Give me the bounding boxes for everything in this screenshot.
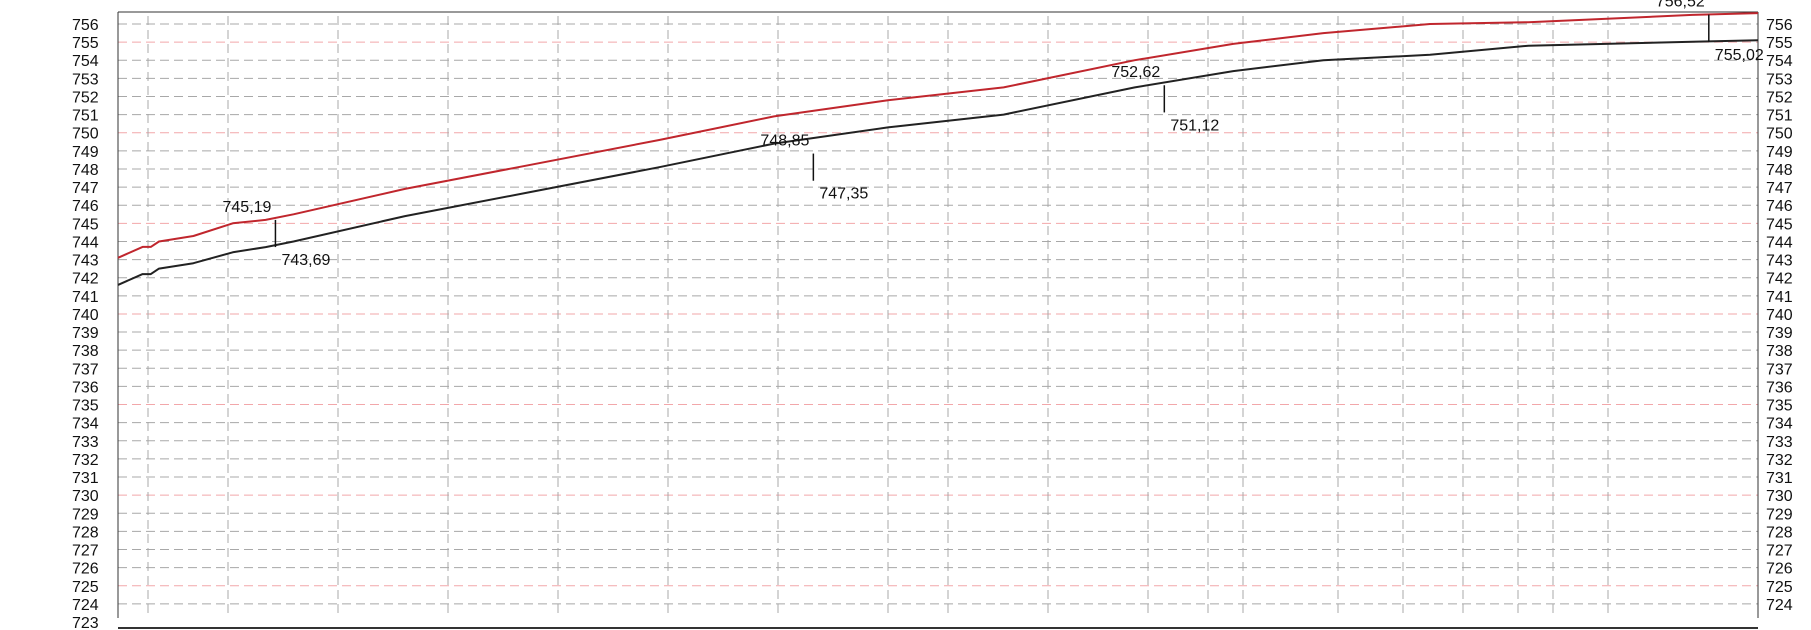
y-tick-right-740: 740 xyxy=(1766,307,1793,324)
annotation-top-label-0: 745,19 xyxy=(223,199,272,216)
annotation-bottom-label-2: 751,12 xyxy=(1170,117,1219,134)
y-tick-left-744: 744 xyxy=(72,234,99,251)
y-tick-right-737: 737 xyxy=(1766,361,1793,378)
y-tick-left-732: 732 xyxy=(72,452,99,469)
y-tick-left-733: 733 xyxy=(72,434,99,451)
y-tick-right-754: 754 xyxy=(1766,53,1793,70)
y-tick-left-735: 735 xyxy=(72,398,99,415)
y-tick-right-724: 724 xyxy=(1766,597,1793,614)
y-tick-left-736: 736 xyxy=(72,379,99,396)
y-tick-left-747: 747 xyxy=(72,180,99,197)
annotation-layer: 745,19 743,69 748,85 747,35 752,62 751,12 756,… xyxy=(223,0,1764,269)
horizontal-gridlines xyxy=(118,23,1758,605)
y-tick-right-752: 752 xyxy=(1766,89,1793,106)
y-tick-left-752: 752 xyxy=(72,89,99,106)
y-tick-right-753: 753 xyxy=(1766,71,1793,88)
y-tick-right-732: 732 xyxy=(1766,452,1793,469)
y-tick-left-754: 754 xyxy=(72,53,99,70)
y-tick-left-738: 738 xyxy=(72,343,99,360)
y-tick-right-736: 736 xyxy=(1766,379,1793,396)
y-tick-right-756: 756 xyxy=(1766,17,1793,34)
y-tick-left-753: 753 xyxy=(72,71,99,88)
y-tick-left-755: 755 xyxy=(72,35,99,52)
y-tick-right-749: 749 xyxy=(1766,144,1793,161)
y-tick-left-756: 756 xyxy=(72,17,99,34)
y-tick-left-734: 734 xyxy=(72,416,99,433)
y-tick-right-743: 743 xyxy=(1766,253,1793,270)
lower-series-line xyxy=(117,39,1759,286)
y-tick-right-734: 734 xyxy=(1766,416,1793,433)
series-layer xyxy=(117,12,1759,286)
y-tick-right-727: 727 xyxy=(1766,543,1793,560)
y-tick-left-743: 743 xyxy=(72,253,99,270)
y-tick-right-725: 725 xyxy=(1766,579,1793,596)
axis-lines xyxy=(117,11,1759,629)
y-tick-left-725: 725 xyxy=(72,579,99,596)
y-tick-right-742: 742 xyxy=(1766,271,1793,288)
annotation-bottom-label-0: 743,69 xyxy=(281,252,330,269)
y-tick-right-751: 751 xyxy=(1766,108,1793,125)
y-tick-right-733: 733 xyxy=(1766,434,1793,451)
y-tick-left-729: 729 xyxy=(72,506,99,523)
y-tick-left-727: 727 xyxy=(72,543,99,560)
annotation-bottom-label-3: 755,02 xyxy=(1715,47,1764,64)
vertical-gridlines xyxy=(147,16,1609,618)
annotation-bottom-label-1: 747,35 xyxy=(819,186,868,203)
y-tick-right-746: 746 xyxy=(1766,198,1793,215)
y-tick-left-731: 731 xyxy=(72,470,99,487)
annotation-top-label-1: 748,85 xyxy=(760,133,809,150)
y-tick-left-751: 751 xyxy=(72,108,99,125)
y-tick-left-730: 730 xyxy=(72,488,99,505)
y-tick-left-726: 726 xyxy=(72,561,99,578)
y-tick-right-750: 750 xyxy=(1766,126,1793,143)
y-tick-right-739: 739 xyxy=(1766,325,1793,342)
y-tick-left-748: 748 xyxy=(72,162,99,179)
y-tick-left-739: 739 xyxy=(72,325,99,342)
y-tick-right-729: 729 xyxy=(1766,506,1793,523)
y-tick-left-737: 737 xyxy=(72,361,99,378)
y-tick-right-755: 755 xyxy=(1766,35,1793,52)
y-tick-right-726: 726 xyxy=(1766,561,1793,578)
upper-series-line xyxy=(117,12,1759,259)
y-tick-left-728: 728 xyxy=(72,524,99,541)
y-tick-left-742: 742 xyxy=(72,271,99,288)
y-tick-right-741: 741 xyxy=(1766,289,1793,306)
y-tick-left-740: 740 xyxy=(72,307,99,324)
y-tick-left-745: 745 xyxy=(72,216,99,233)
y-tick-right-730: 730 xyxy=(1766,488,1793,505)
y-tick-left-750: 750 xyxy=(72,126,99,143)
y-tick-left-724: 724 xyxy=(72,597,99,614)
annotation-top-label-3: 756,52 xyxy=(1656,0,1705,11)
y-tick-right-728: 728 xyxy=(1766,524,1793,541)
y-tick-right-745: 745 xyxy=(1766,216,1793,233)
annotation-top-label-2: 752,62 xyxy=(1111,64,1160,81)
y-tick-right-747: 747 xyxy=(1766,180,1793,197)
y-tick-left-723: 723 xyxy=(72,615,99,630)
y-tick-right-735: 735 xyxy=(1766,398,1793,415)
y-tick-right-738: 738 xyxy=(1766,343,1793,360)
y-tick-right-731: 731 xyxy=(1766,470,1793,487)
y-tick-left-741: 741 xyxy=(72,289,99,306)
y-tick-left-746: 746 xyxy=(72,198,99,215)
right-tick-labels: 7247257267277287297307317327337347357367… xyxy=(1766,17,1793,614)
y-tick-left-749: 749 xyxy=(72,144,99,161)
y-tick-right-744: 744 xyxy=(1766,234,1793,251)
y-tick-right-748: 748 xyxy=(1766,162,1793,179)
